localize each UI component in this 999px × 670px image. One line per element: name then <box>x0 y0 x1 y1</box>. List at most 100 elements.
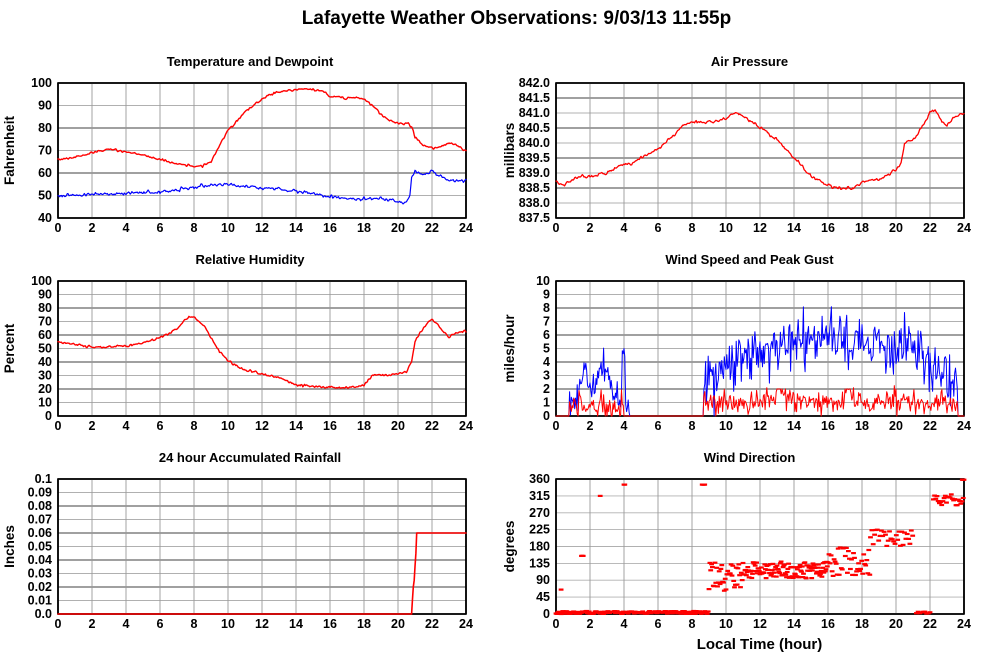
svg-text:4: 4 <box>621 419 628 433</box>
svg-text:838.5: 838.5 <box>519 181 550 195</box>
svg-text:0: 0 <box>45 409 52 423</box>
svg-text:10: 10 <box>719 419 733 433</box>
svg-text:18: 18 <box>855 617 869 631</box>
svg-text:14: 14 <box>787 419 801 433</box>
svg-text:10: 10 <box>38 396 52 410</box>
svg-text:100: 100 <box>31 274 52 288</box>
svg-text:270: 270 <box>529 506 550 520</box>
svg-text:840.0: 840.0 <box>519 136 550 150</box>
svg-text:0: 0 <box>553 617 560 631</box>
svg-text:10: 10 <box>536 274 550 288</box>
svg-text:12: 12 <box>753 617 767 631</box>
svg-text:60: 60 <box>38 328 52 342</box>
svg-text:0: 0 <box>543 409 550 423</box>
svg-text:8: 8 <box>689 419 696 433</box>
svg-text:Inches: Inches <box>2 525 17 568</box>
svg-text:6: 6 <box>157 617 164 631</box>
svg-text:8: 8 <box>191 617 198 631</box>
svg-text:80: 80 <box>38 301 52 315</box>
svg-text:8: 8 <box>543 301 550 315</box>
svg-text:2: 2 <box>89 617 96 631</box>
svg-text:10: 10 <box>719 221 733 235</box>
svg-text:839.0: 839.0 <box>519 166 550 180</box>
svg-text:8: 8 <box>191 419 198 433</box>
svg-text:8: 8 <box>689 221 696 235</box>
svg-text:14: 14 <box>289 419 303 433</box>
svg-text:4: 4 <box>123 617 130 631</box>
svg-text:0.0: 0.0 <box>35 607 52 621</box>
svg-text:70: 70 <box>38 144 52 158</box>
svg-text:16: 16 <box>821 419 835 433</box>
svg-text:24: 24 <box>459 419 473 433</box>
svg-text:22: 22 <box>425 221 439 235</box>
svg-text:6: 6 <box>655 617 662 631</box>
svg-text:8: 8 <box>191 221 198 235</box>
svg-text:0.07: 0.07 <box>28 513 52 527</box>
svg-text:24 hour Accumulated Rainfall: 24 hour Accumulated Rainfall <box>159 450 341 465</box>
svg-text:2: 2 <box>89 419 96 433</box>
svg-text:18: 18 <box>357 419 371 433</box>
svg-text:80: 80 <box>38 121 52 135</box>
svg-text:24: 24 <box>459 617 473 631</box>
svg-text:3: 3 <box>543 369 550 383</box>
svg-text:Wind Direction: Wind Direction <box>704 450 796 465</box>
svg-text:20: 20 <box>889 221 903 235</box>
svg-text:9: 9 <box>543 288 550 302</box>
svg-text:90: 90 <box>38 288 52 302</box>
svg-text:6: 6 <box>157 419 164 433</box>
svg-text:Percent: Percent <box>2 323 17 373</box>
svg-text:60: 60 <box>38 166 52 180</box>
svg-text:4: 4 <box>621 617 628 631</box>
svg-text:30: 30 <box>38 369 52 383</box>
svg-text:837.5: 837.5 <box>519 211 550 225</box>
svg-text:7: 7 <box>543 315 550 329</box>
svg-text:16: 16 <box>323 221 337 235</box>
svg-text:0: 0 <box>553 221 560 235</box>
svg-text:100: 100 <box>31 76 52 90</box>
svg-text:2: 2 <box>587 221 594 235</box>
svg-text:22: 22 <box>425 617 439 631</box>
svg-text:5: 5 <box>543 342 550 356</box>
svg-text:12: 12 <box>255 419 269 433</box>
svg-text:0: 0 <box>55 221 62 235</box>
svg-text:2: 2 <box>587 419 594 433</box>
svg-text:18: 18 <box>357 221 371 235</box>
svg-text:0: 0 <box>55 419 62 433</box>
svg-text:6: 6 <box>655 419 662 433</box>
svg-text:20: 20 <box>38 382 52 396</box>
svg-text:4: 4 <box>123 221 130 235</box>
svg-text:10: 10 <box>221 419 235 433</box>
svg-text:Fahrenheit: Fahrenheit <box>2 115 17 185</box>
svg-text:838.0: 838.0 <box>519 196 550 210</box>
svg-text:841.5: 841.5 <box>519 91 550 105</box>
svg-text:20: 20 <box>391 419 405 433</box>
svg-text:16: 16 <box>821 221 835 235</box>
svg-text:18: 18 <box>357 617 371 631</box>
svg-text:225: 225 <box>529 523 550 537</box>
svg-text:0.03: 0.03 <box>28 567 52 581</box>
svg-text:10: 10 <box>221 221 235 235</box>
svg-text:20: 20 <box>391 221 405 235</box>
svg-text:12: 12 <box>753 419 767 433</box>
svg-text:14: 14 <box>289 617 303 631</box>
svg-text:2: 2 <box>543 382 550 396</box>
svg-text:0.01: 0.01 <box>28 594 52 608</box>
svg-text:20: 20 <box>889 419 903 433</box>
svg-text:40: 40 <box>38 355 52 369</box>
svg-text:50: 50 <box>38 342 52 356</box>
svg-text:6: 6 <box>655 221 662 235</box>
svg-text:135: 135 <box>529 556 550 570</box>
svg-text:0.1: 0.1 <box>35 472 52 486</box>
svg-text:14: 14 <box>787 221 801 235</box>
svg-text:20: 20 <box>889 617 903 631</box>
svg-text:45: 45 <box>536 590 550 604</box>
svg-text:14: 14 <box>787 617 801 631</box>
svg-text:22: 22 <box>923 221 937 235</box>
svg-text:22: 22 <box>923 419 937 433</box>
svg-text:360: 360 <box>529 472 550 486</box>
svg-text:24: 24 <box>459 221 473 235</box>
svg-text:12: 12 <box>255 617 269 631</box>
svg-text:315: 315 <box>529 489 550 503</box>
svg-text:70: 70 <box>38 315 52 329</box>
svg-text:24: 24 <box>957 221 971 235</box>
